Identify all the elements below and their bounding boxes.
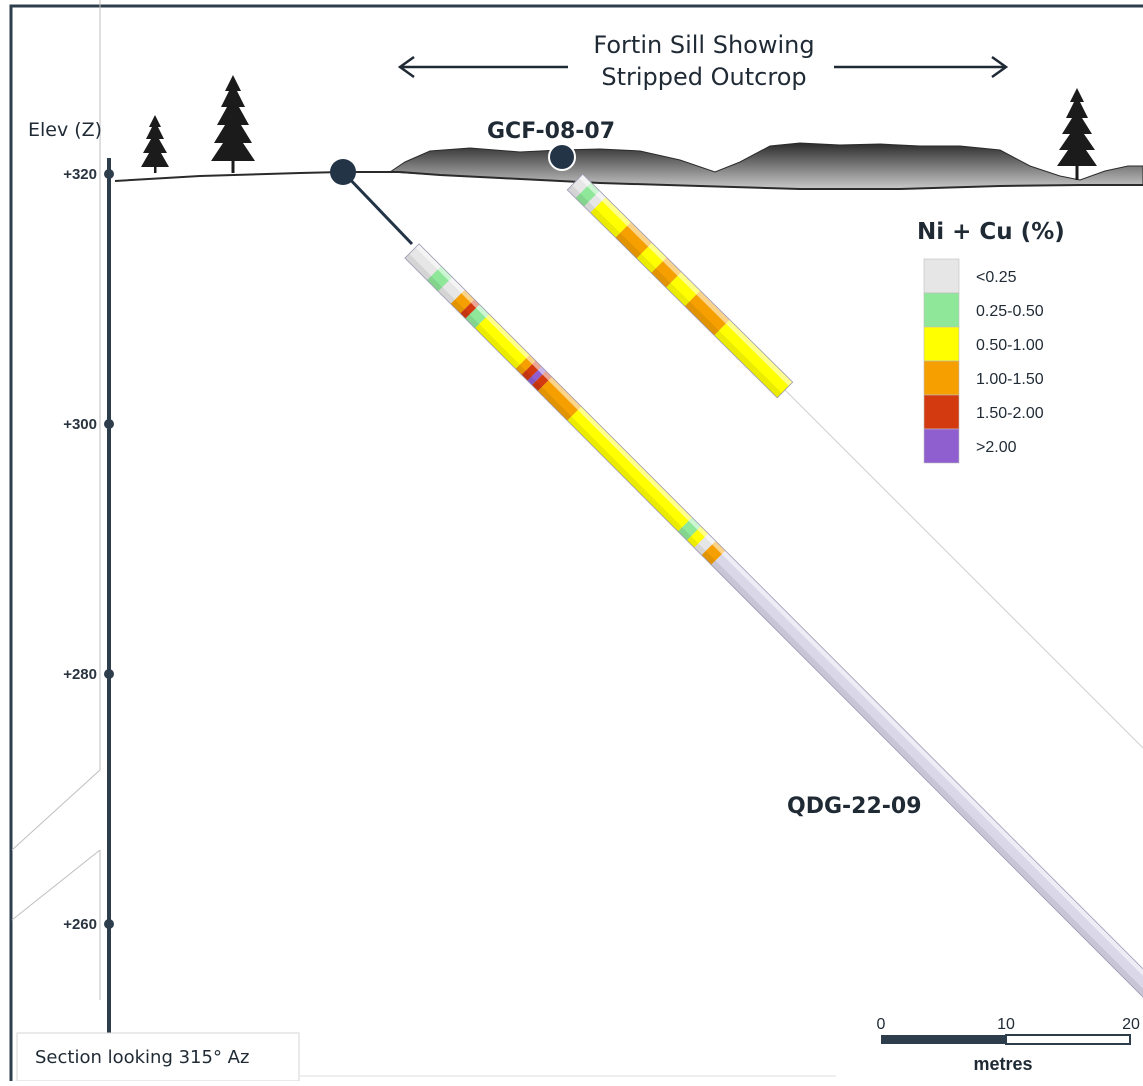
qdg-collar-icon: [330, 159, 356, 185]
grade-interval: [590, 197, 632, 238]
legend-items: <0.25 0.25-0.50 0.50-1.00 1.00-1.50 1.50-2.0…: [923, 258, 1044, 464]
tube-shadow: [567, 185, 782, 398]
legend-label: <0.25: [976, 269, 1017, 286]
scale-segment-dark: [881, 1035, 1006, 1044]
legend-swatch: [923, 428, 960, 464]
section-note-box: [16, 1032, 300, 1082]
grade-interval: [684, 290, 730, 336]
scale-segment-light: [1005, 1034, 1131, 1045]
tree-icon: [211, 75, 255, 173]
grade-interval: [404, 243, 442, 281]
left-arrow-head-icon: [397, 55, 415, 79]
legend-swatch: [923, 258, 960, 294]
right-arrow-head-icon: [991, 55, 1009, 79]
qdg-trace: [404, 243, 1143, 998]
header-line1: Fortin Sill Showing: [593, 31, 814, 59]
elevation-axis: Elev (Z) +320 +300 +280 +260: [28, 119, 114, 1033]
scale-tick-20: 20: [1122, 1016, 1140, 1033]
tube-outline: [566, 173, 794, 399]
legend-swatch: [923, 394, 960, 430]
scale-tick-0: 0: [877, 1016, 886, 1033]
scale-tick-10: 10: [997, 1016, 1015, 1033]
drill-holes: GCF-08-07 QDG-22-09: [330, 119, 1143, 998]
grade-interval: [475, 314, 530, 369]
scale-bar: 0 10 20 metres: [877, 1016, 1140, 1074]
legend-label: 1.50-2.00: [976, 405, 1044, 422]
grade-interval: [567, 406, 693, 532]
gcf-hole-label: GCF-08-07: [487, 119, 615, 144]
qdg-hole-label: QDG-22-09: [787, 794, 922, 819]
tube-highlight: [415, 243, 1143, 987]
axis-tick-label: +320: [63, 166, 97, 183]
grade-interval: [665, 271, 701, 307]
ground-surface-line: [114, 171, 1143, 190]
legend: Ni + Cu (%) <0.25 0.25-0.50 0.50-1.00 1.00-…: [917, 219, 1065, 464]
figure-frame: [9, 4, 1143, 1086]
gcf-trace: [566, 173, 794, 399]
tube-highlight: [578, 174, 793, 387]
axis-title: Elev (Z): [28, 119, 102, 141]
scale-unit: metres: [973, 1054, 1032, 1074]
qdg-collar-stem: [341, 170, 414, 246]
axis-tick-label: +300: [63, 416, 97, 433]
tree-icon: [141, 115, 169, 173]
grade-interval: [615, 222, 653, 259]
axis-tick-label: +280: [63, 666, 97, 683]
outcrop-header: Fortin Sill Showing Stripped Outcrop: [397, 31, 1009, 91]
background-lines: [11, 0, 1143, 1000]
tree-icon: [1057, 88, 1097, 180]
trees: [141, 75, 1097, 180]
section-note-text: Section looking 315° Az: [35, 1047, 249, 1068]
axis-tick-dot: [104, 169, 114, 179]
tube-outline: [404, 243, 1143, 998]
axis-tick-dot: [104, 919, 114, 929]
grade-interval: [714, 319, 793, 398]
legend-swatch: [923, 326, 960, 362]
axis-ticks: +320 +300 +280 +260: [63, 166, 114, 933]
legend-title: Ni + Cu (%): [917, 219, 1065, 245]
axis-tick-dot: [104, 419, 114, 429]
terrain: [114, 142, 1143, 190]
axis-tick-dot: [104, 669, 114, 679]
legend-swatch: [923, 292, 960, 328]
gcf-collar-icon: [548, 143, 576, 171]
legend-label: 1.00-1.50: [976, 371, 1044, 388]
legend-label: 0.25-0.50: [976, 303, 1044, 320]
header-line2: Stripped Outcrop: [601, 63, 806, 91]
legend-swatch: [923, 360, 960, 396]
tube-shadow: [404, 253, 1143, 998]
axis-tick-label: +260: [63, 916, 97, 933]
section-note: Section looking 315° Az: [16, 1032, 836, 1082]
grade-interval: [537, 376, 582, 421]
outcrop-profile: [388, 142, 1143, 190]
legend-label: 0.50-1.00: [976, 337, 1044, 354]
legend-label: >2.00: [976, 439, 1017, 456]
